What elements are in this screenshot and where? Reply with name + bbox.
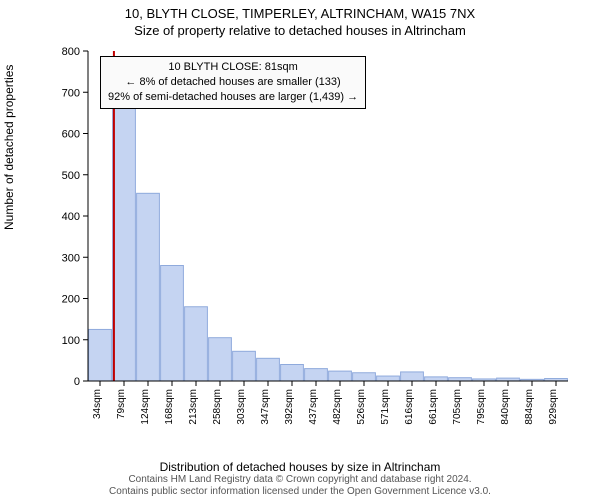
svg-text:300: 300: [62, 252, 80, 264]
annotation-box: 10 BLYTH CLOSE: 81sqm ← 8% of detached h…: [100, 56, 366, 109]
svg-text:800: 800: [62, 46, 80, 58]
bar: [257, 358, 280, 381]
bar: [161, 266, 184, 382]
x-tick-label: 571sqm: [380, 389, 391, 425]
bar: [281, 365, 304, 382]
x-tick-label: 124sqm: [140, 389, 151, 425]
svg-text:0: 0: [74, 376, 80, 388]
x-tick-label: 347sqm: [260, 389, 271, 425]
x-tick-label: 884sqm: [524, 389, 535, 425]
x-tick-label: 392sqm: [284, 389, 295, 425]
x-tick-label: 482sqm: [332, 389, 343, 425]
address-title: 10, BLYTH CLOSE, TIMPERLEY, ALTRINCHAM, …: [0, 6, 600, 23]
subtitle: Size of property relative to detached ho…: [0, 23, 600, 40]
x-tick-label: 168sqm: [164, 389, 175, 425]
bar: [185, 307, 208, 381]
footer-line-2: Contains public sector information licen…: [0, 486, 600, 498]
footer: Contains HM Land Registry data © Crown c…: [0, 474, 600, 498]
svg-text:200: 200: [62, 294, 80, 306]
bar: [425, 377, 448, 381]
x-axis-label: Distribution of detached houses by size …: [0, 460, 600, 474]
x-tick-label: 705sqm: [452, 389, 463, 425]
x-tick-label: 795sqm: [476, 389, 487, 425]
bar: [113, 101, 136, 382]
y-axis-label: Number of detached properties: [2, 65, 16, 230]
x-tick-label: 213sqm: [188, 389, 199, 425]
x-tick-label: 526sqm: [356, 389, 367, 425]
annotation-line-3: 92% of semi-detached houses are larger (…: [108, 90, 358, 105]
footer-line-1: Contains HM Land Registry data © Crown c…: [0, 474, 600, 486]
annotation-line-2: ← 8% of detached houses are smaller (133…: [108, 75, 358, 90]
bar: [329, 371, 352, 381]
bar: [377, 376, 400, 381]
x-tick-label: 661sqm: [428, 389, 439, 425]
bar: [89, 329, 112, 381]
annotation-line-1: 10 BLYTH CLOSE: 81sqm: [108, 60, 358, 75]
x-tick-label: 303sqm: [236, 389, 247, 425]
bar: [233, 351, 256, 381]
svg-text:700: 700: [62, 87, 80, 99]
bar: [305, 369, 328, 381]
x-tick-label: 79sqm: [116, 389, 127, 419]
svg-text:400: 400: [62, 211, 80, 223]
bar: [401, 372, 424, 381]
x-tick-label: 258sqm: [212, 389, 223, 425]
x-tick-label: 616sqm: [404, 389, 415, 425]
bar: [209, 338, 232, 381]
bar: [137, 193, 160, 381]
svg-text:600: 600: [62, 129, 80, 141]
x-tick-label: 929sqm: [548, 389, 559, 425]
title-block: 10, BLYTH CLOSE, TIMPERLEY, ALTRINCHAM, …: [0, 0, 600, 40]
x-tick-label: 34sqm: [92, 389, 103, 419]
bar: [353, 373, 376, 381]
svg-text:500: 500: [62, 170, 80, 182]
x-tick-label: 840sqm: [500, 389, 511, 425]
svg-text:100: 100: [62, 335, 80, 347]
x-tick-label: 437sqm: [308, 389, 319, 425]
